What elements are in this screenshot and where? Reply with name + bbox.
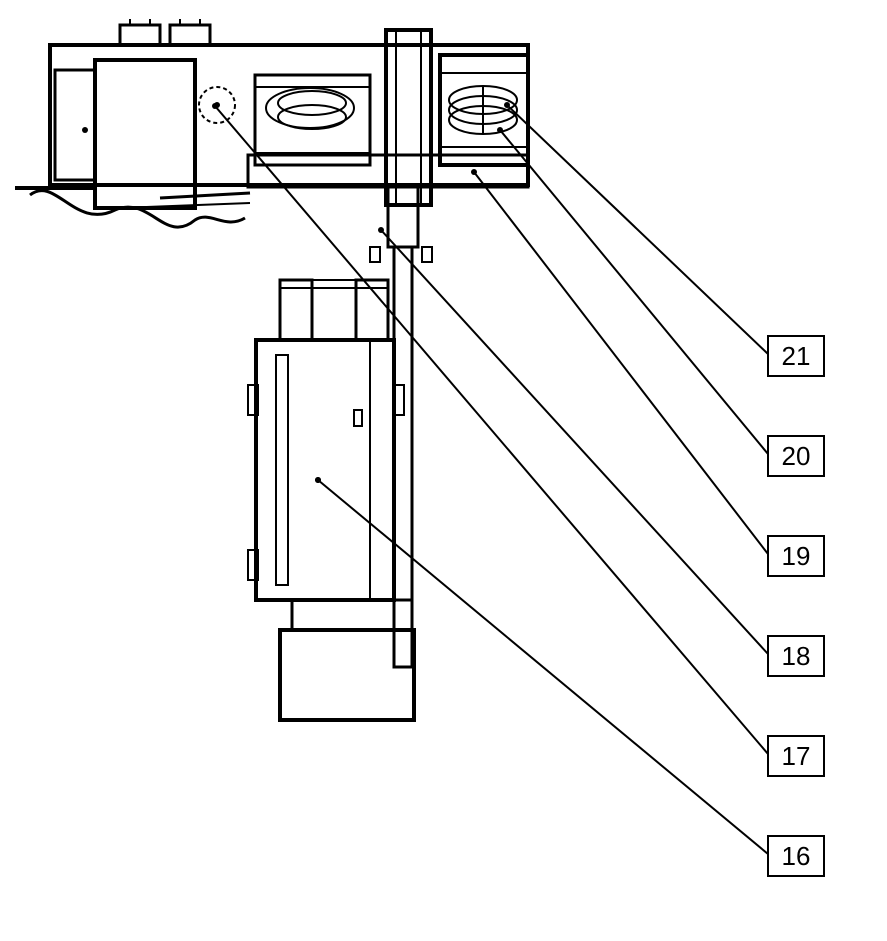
label-20: 20	[782, 441, 811, 471]
label-18: 18	[782, 641, 811, 671]
label-19: 19	[782, 541, 811, 571]
leader-17	[215, 106, 768, 754]
leader-21	[507, 105, 768, 354]
label-16: 16	[782, 841, 811, 871]
label-21: 21	[782, 341, 811, 371]
leader-16	[318, 480, 768, 854]
leader-18	[381, 230, 768, 654]
leader-19	[474, 172, 768, 554]
label-17: 17	[782, 741, 811, 771]
